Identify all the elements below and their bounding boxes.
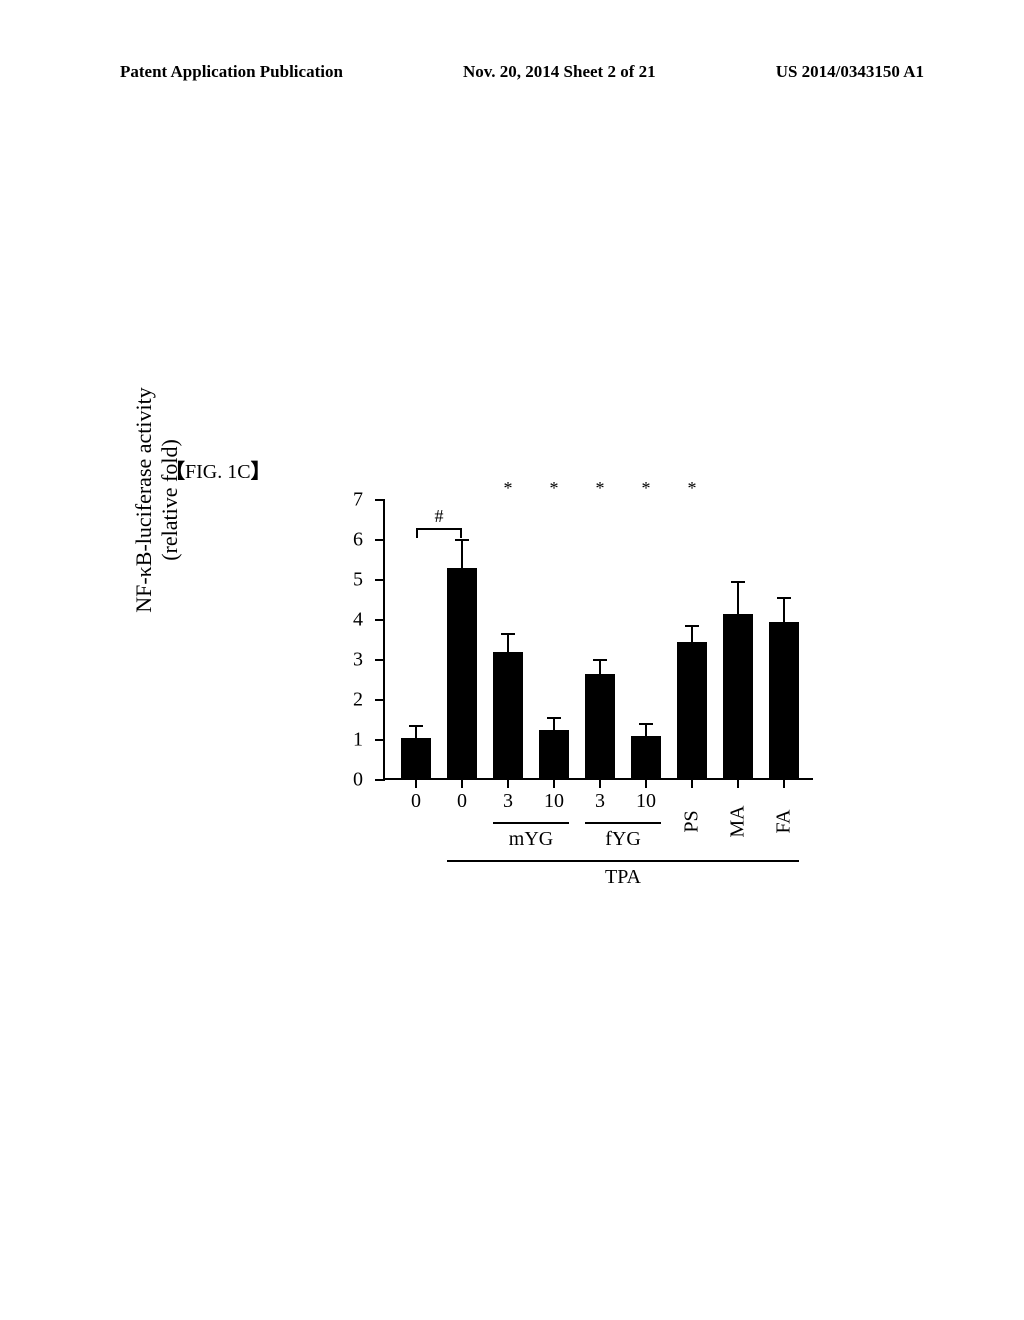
significance-marker: * bbox=[688, 478, 697, 624]
y-tick bbox=[375, 499, 385, 501]
plot-area: 0123456700*3*10*3*10*PSMAFA#mYGfYGTPA bbox=[383, 500, 813, 780]
x-tick-label: 3 bbox=[503, 790, 513, 813]
y-tick bbox=[375, 739, 385, 741]
error-bar bbox=[415, 726, 417, 738]
y-tick-label: 3 bbox=[353, 649, 363, 672]
x-tick-label: MA bbox=[722, 810, 754, 833]
y-tick bbox=[375, 779, 385, 781]
x-tick-label: PS bbox=[681, 810, 703, 833]
error-bar-cap bbox=[685, 625, 699, 627]
x-tick bbox=[553, 778, 555, 788]
error-bar bbox=[783, 598, 785, 622]
treatment-label: TPA bbox=[605, 866, 641, 889]
y-tick-label: 6 bbox=[353, 529, 363, 552]
page-header: Patent Application Publication Nov. 20, … bbox=[0, 62, 1024, 82]
x-tick-label: 3 bbox=[595, 790, 605, 813]
error-bar-cap bbox=[409, 725, 423, 727]
y-tick bbox=[375, 619, 385, 621]
significance-marker: * bbox=[642, 478, 651, 722]
x-tick bbox=[461, 778, 463, 788]
bar bbox=[723, 614, 753, 778]
y-tick-label: 0 bbox=[353, 769, 363, 792]
error-bar bbox=[553, 718, 555, 730]
group-underline bbox=[585, 822, 661, 824]
y-tick bbox=[375, 579, 385, 581]
figure-label-text: FIG. 1C bbox=[185, 461, 251, 483]
group-label: mYG bbox=[509, 828, 553, 851]
x-tick bbox=[599, 778, 601, 788]
x-tick bbox=[783, 778, 785, 788]
hash-symbol: # bbox=[435, 506, 444, 527]
y-tick bbox=[375, 539, 385, 541]
error-bar-cap bbox=[593, 659, 607, 661]
chart: NF-κB-luciferase activity (relative fold… bbox=[285, 500, 845, 960]
y-tick-label: 2 bbox=[353, 689, 363, 712]
significance-marker: * bbox=[596, 478, 605, 658]
y-axis-label: NF-κB-luciferase activity (relative fold… bbox=[131, 370, 183, 630]
error-bar-cap bbox=[547, 717, 561, 719]
y-tick bbox=[375, 659, 385, 661]
x-tick-label: 10 bbox=[544, 790, 564, 813]
treatment-underline bbox=[447, 860, 799, 862]
x-tick-label: 10 bbox=[636, 790, 656, 813]
hash-bracket-leg bbox=[460, 528, 462, 538]
header-right: US 2014/0343150 A1 bbox=[776, 62, 924, 82]
x-tick bbox=[645, 778, 647, 788]
bar bbox=[677, 642, 707, 778]
error-bar bbox=[737, 582, 739, 614]
y-tick-label: 1 bbox=[353, 729, 363, 752]
error-bar bbox=[599, 660, 601, 674]
error-bar bbox=[691, 626, 693, 642]
bracket-right-icon: 】 bbox=[251, 461, 271, 483]
header-center: Nov. 20, 2014 Sheet 2 of 21 bbox=[343, 62, 776, 82]
error-bar bbox=[461, 540, 463, 568]
error-bar-cap bbox=[777, 597, 791, 599]
x-tick-label: FA bbox=[772, 810, 796, 833]
error-bar bbox=[645, 724, 647, 736]
error-bar-cap bbox=[501, 633, 515, 635]
header-left: Patent Application Publication bbox=[120, 62, 343, 82]
significance-marker: * bbox=[550, 478, 559, 716]
bar bbox=[447, 568, 477, 778]
group-label: fYG bbox=[605, 828, 641, 851]
x-tick bbox=[507, 778, 509, 788]
y-tick bbox=[375, 699, 385, 701]
error-bar-cap bbox=[731, 581, 745, 583]
error-bar-cap bbox=[455, 539, 469, 541]
x-tick bbox=[691, 778, 693, 788]
y-tick-label: 4 bbox=[353, 609, 363, 632]
hash-bracket bbox=[416, 528, 462, 530]
bar bbox=[539, 730, 569, 778]
significance-marker: * bbox=[504, 478, 513, 632]
x-tick bbox=[737, 778, 739, 788]
bar bbox=[493, 652, 523, 778]
group-underline bbox=[493, 822, 569, 824]
hash-bracket-leg bbox=[416, 528, 418, 538]
y-tick-label: 5 bbox=[353, 569, 363, 592]
error-bar bbox=[507, 634, 509, 652]
bar bbox=[401, 738, 431, 778]
error-bar-cap bbox=[639, 723, 653, 725]
y-axis-label-line1: NF-κB-luciferase activity bbox=[131, 387, 156, 613]
bar bbox=[769, 622, 799, 778]
y-axis-label-line2: (relative fold) bbox=[157, 370, 183, 630]
y-tick-label: 7 bbox=[353, 489, 363, 512]
x-tick-label: 0 bbox=[457, 790, 467, 813]
x-tick bbox=[415, 778, 417, 788]
x-tick-label: 0 bbox=[411, 790, 421, 813]
bar bbox=[631, 736, 661, 778]
bar bbox=[585, 674, 615, 778]
